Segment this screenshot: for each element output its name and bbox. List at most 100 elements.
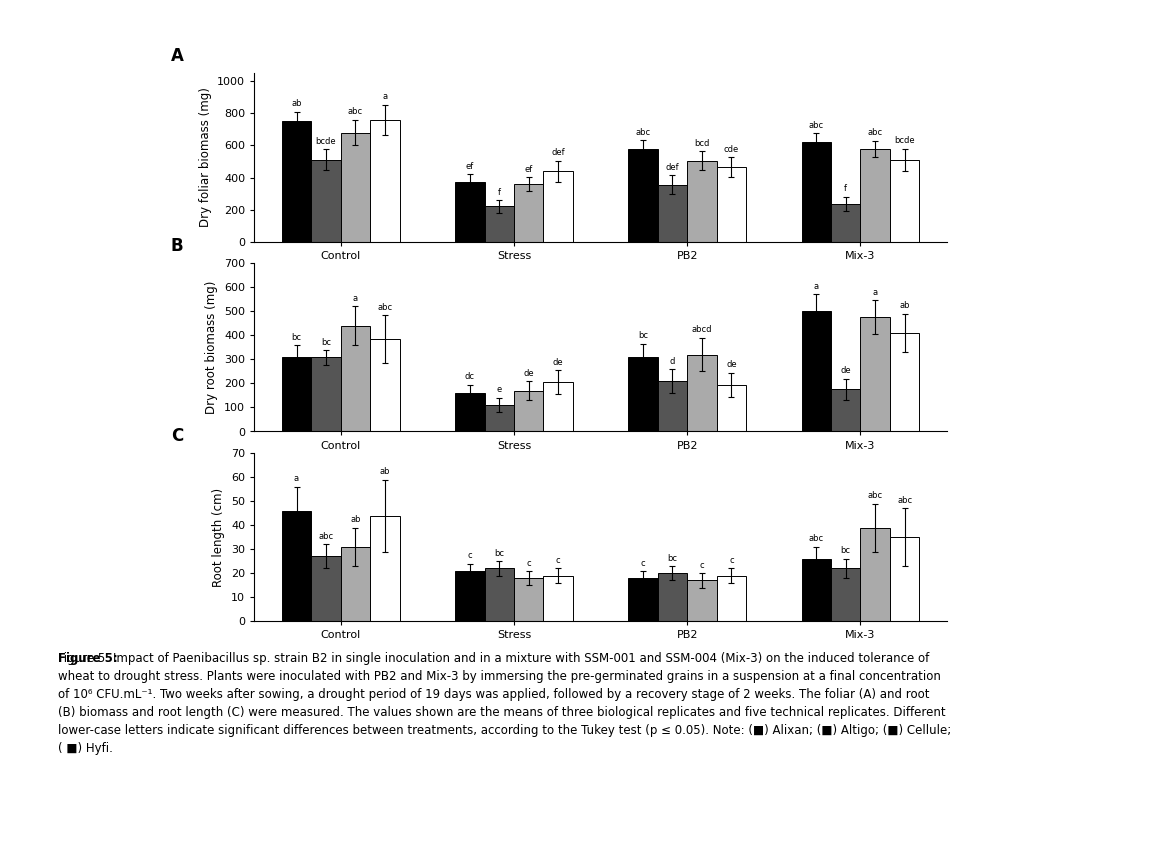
Bar	[860, 148, 889, 242]
Bar	[889, 160, 919, 242]
Text: abcd: abcd	[692, 325, 713, 334]
Text: ab: ab	[380, 467, 390, 476]
Text: de: de	[841, 366, 851, 375]
Bar	[341, 133, 370, 242]
Bar	[657, 573, 687, 621]
Bar	[370, 120, 400, 242]
Text: def: def	[551, 148, 565, 157]
Text: f: f	[844, 185, 848, 193]
Text: abc: abc	[348, 108, 363, 117]
Bar	[484, 569, 514, 621]
Text: Figure 5:: Figure 5:	[58, 652, 121, 665]
Bar	[370, 339, 400, 432]
Bar	[716, 167, 746, 242]
Text: de: de	[553, 358, 564, 367]
Text: def: def	[665, 163, 679, 172]
Bar	[716, 385, 746, 432]
Bar	[341, 547, 370, 621]
Text: c: c	[556, 556, 560, 565]
Bar	[543, 171, 573, 242]
Bar	[311, 557, 341, 621]
Bar	[687, 161, 716, 242]
Text: ef: ef	[524, 165, 532, 173]
Text: d: d	[670, 356, 676, 366]
Y-axis label: Dry root biomass (mg): Dry root biomass (mg)	[206, 280, 218, 414]
Text: bc: bc	[668, 554, 678, 563]
Text: e: e	[497, 386, 502, 394]
Text: Figure 5: Impact of Paenibacillus sp. strain B2 in single inoculation and in a m: Figure 5: Impact of Paenibacillus sp. st…	[58, 652, 951, 754]
Text: abc: abc	[808, 121, 824, 130]
Text: bc: bc	[494, 549, 505, 557]
Y-axis label: Root length (cm): Root length (cm)	[213, 488, 225, 587]
Bar	[687, 581, 716, 621]
Bar	[543, 382, 573, 432]
Text: abc: abc	[378, 303, 393, 312]
Text: abc: abc	[867, 491, 882, 501]
Bar	[341, 325, 370, 432]
Text: bc: bc	[841, 546, 851, 556]
Bar	[830, 204, 860, 242]
Text: ab: ab	[350, 515, 360, 524]
Text: ab: ab	[900, 301, 910, 311]
Text: de: de	[726, 360, 737, 369]
Text: ab: ab	[291, 99, 301, 109]
Bar	[311, 160, 341, 242]
Text: de: de	[523, 369, 534, 378]
Text: bc: bc	[291, 332, 301, 342]
Text: dc: dc	[464, 372, 475, 381]
Bar	[802, 142, 830, 242]
Text: bcde: bcde	[894, 136, 915, 145]
Bar	[628, 357, 657, 432]
Text: abc: abc	[635, 128, 650, 136]
Text: a: a	[353, 294, 358, 303]
Bar	[860, 318, 889, 432]
Text: c: c	[700, 561, 705, 570]
Bar	[455, 571, 484, 621]
Bar	[311, 357, 341, 432]
Text: ef: ef	[465, 162, 474, 171]
Text: c: c	[729, 556, 733, 565]
Text: a: a	[873, 288, 878, 297]
Bar	[830, 389, 860, 432]
Bar	[802, 312, 830, 432]
Text: abc: abc	[808, 534, 824, 544]
Bar	[657, 185, 687, 242]
Bar	[514, 578, 543, 621]
Bar	[455, 393, 484, 432]
Text: abc: abc	[319, 532, 334, 541]
Text: c: c	[641, 558, 646, 568]
Bar	[514, 185, 543, 242]
Text: c: c	[527, 558, 531, 568]
Bar	[484, 206, 514, 242]
Text: bc: bc	[638, 331, 648, 340]
Text: abc: abc	[867, 129, 882, 137]
Bar	[657, 381, 687, 432]
Bar	[628, 148, 657, 242]
Bar	[889, 537, 919, 621]
Text: C: C	[171, 426, 184, 444]
Text: a: a	[382, 92, 387, 101]
Bar	[282, 511, 311, 621]
Bar	[860, 527, 889, 621]
Bar	[830, 569, 860, 621]
Text: bcde: bcde	[315, 137, 336, 146]
Text: c: c	[468, 551, 472, 560]
Bar	[716, 576, 746, 621]
Bar	[455, 182, 484, 242]
Bar	[802, 559, 830, 621]
Bar	[484, 405, 514, 432]
Bar	[282, 357, 311, 432]
Text: cde: cde	[724, 145, 739, 154]
Text: a: a	[295, 475, 299, 483]
Text: a: a	[814, 282, 819, 291]
Text: abc: abc	[897, 496, 912, 505]
Y-axis label: Dry foliar biomass (mg): Dry foliar biomass (mg)	[199, 87, 211, 228]
Bar	[889, 333, 919, 432]
Bar	[282, 122, 311, 242]
Text: bcd: bcd	[694, 139, 709, 148]
Text: B: B	[171, 236, 184, 255]
Text: bc: bc	[321, 338, 331, 347]
Bar	[543, 576, 573, 621]
Bar	[687, 355, 716, 432]
Bar	[514, 391, 543, 432]
